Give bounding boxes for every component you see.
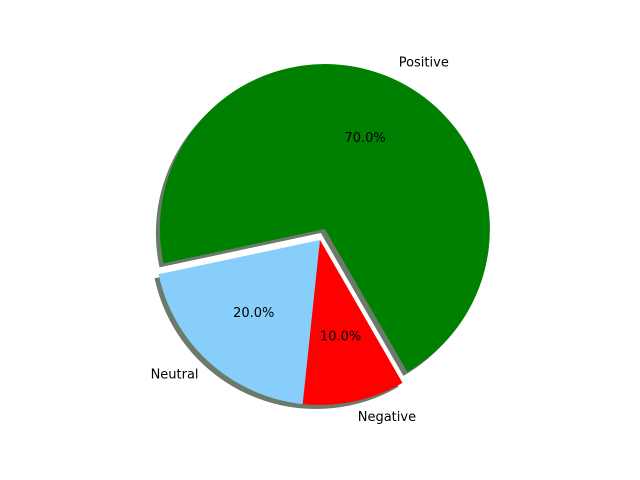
pie-slice-neutral xyxy=(158,240,320,405)
pie-slice-negative xyxy=(302,240,403,405)
pie-slice-positive xyxy=(159,64,490,372)
slice-labels: Positive 70.0% Neutral 20.0% Negative 10.0% xyxy=(151,56,449,425)
slice-label-negative: Negative xyxy=(358,410,416,425)
slice-pct-neutral: 20.0% xyxy=(233,306,274,321)
slice-pct-positive: 70.0% xyxy=(344,131,385,146)
slice-label-positive: Positive xyxy=(399,56,449,71)
slice-pct-negative: 10.0% xyxy=(320,329,361,344)
slice-label-neutral: Neutral xyxy=(151,367,199,382)
pie-slices xyxy=(158,64,490,405)
